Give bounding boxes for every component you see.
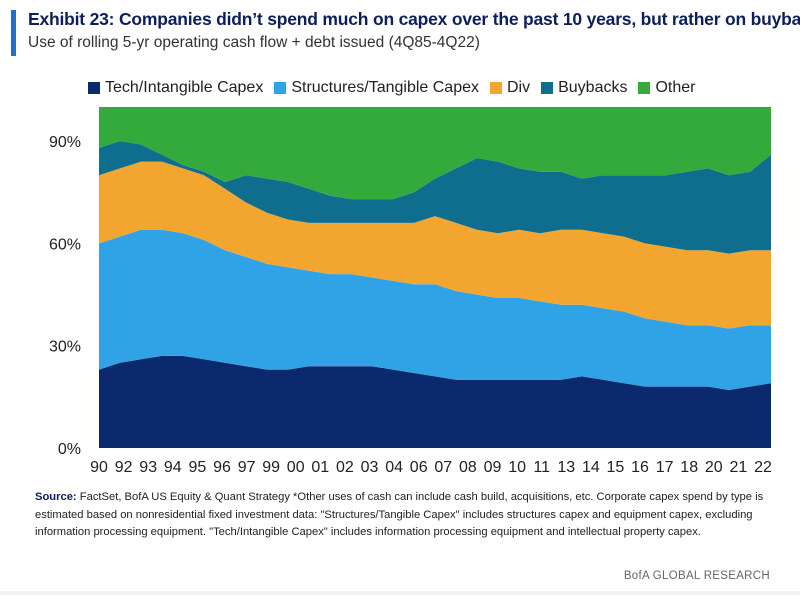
chart-subtitle: Use of rolling 5-yr operating cash flow … (28, 34, 480, 51)
x-tick-label: 17 (656, 459, 674, 476)
legend-label-tech: Tech/Intangible Capex (105, 79, 264, 96)
y-tick-label: 60% (49, 236, 81, 253)
legend-item-div: Div (489, 79, 531, 97)
y-tick-label: 90% (49, 134, 81, 151)
x-tick-label: 03 (361, 459, 379, 476)
x-tick-label: 02 (336, 459, 354, 476)
area-div (99, 161, 771, 329)
y-tick-label: 30% (49, 339, 81, 356)
x-tick-label: 21 (730, 459, 748, 476)
y-tick-label: 0% (58, 441, 81, 458)
legend-label-other: Other (655, 79, 696, 96)
x-tick-label: 08 (459, 459, 477, 476)
source-note: Source: FactSet, BofA US Equity & Quant … (35, 489, 770, 542)
area-other (99, 107, 771, 200)
x-tick-label: 07 (434, 459, 452, 476)
x-tick-label: 96 (213, 459, 231, 476)
legend-item-tech: Tech/Intangible Capex (88, 79, 263, 97)
x-tick-label: 95 (189, 459, 207, 476)
x-tick-label: 14 (582, 459, 600, 476)
x-tick-label: 16 (631, 459, 649, 476)
x-tick-label: 04 (385, 459, 403, 476)
legend-swatch-other (638, 82, 651, 94)
x-tick-label: 01 (311, 459, 329, 476)
brand-footer: BofA GLOBAL RESEARCH (623, 570, 770, 582)
x-tick-label: 94 (164, 459, 182, 476)
x-tick-label: 20 (705, 459, 723, 476)
stacked-area-chart: 0% 30% 60% 90% 90 92 93 94 95 96 97 99 00 01 02 03 04 06 0… (49, 107, 772, 476)
legend-label-structures: Structures/Tangible Capex (291, 79, 479, 96)
x-tick-label: 18 (680, 459, 698, 476)
x-tick-label: 99 (262, 459, 280, 476)
legend-label-buybacks: Buybacks (558, 79, 628, 96)
source-text: FactSet, BofA US Equity & Quant Strategy… (35, 491, 764, 538)
x-tick-label: 00 (287, 459, 305, 476)
legend-label-div: Div (506, 79, 531, 96)
area-tech (99, 355, 771, 448)
title-accent-bar (11, 10, 16, 56)
x-tick-label: 97 (238, 459, 256, 476)
legend-swatch-tech (88, 82, 100, 94)
chart-legend: Tech/Intangible Capex Structures/Tangibl… (88, 79, 706, 97)
x-tick-label: 06 (410, 459, 428, 476)
legend-item-buybacks: Buybacks (541, 79, 627, 97)
x-tick-label: 09 (484, 459, 502, 476)
bottom-rule (0, 591, 800, 595)
legend-swatch-buybacks (541, 82, 554, 94)
legend-item-structures: Structures/Tangible Capex (274, 79, 479, 97)
x-tick-label: 92 (115, 459, 133, 476)
x-tick-label: 90 (90, 459, 108, 476)
x-tick-label: 93 (139, 459, 157, 476)
x-tick-label: 13 (557, 459, 575, 476)
x-tick-label: 11 (533, 459, 550, 476)
legend-swatch-structures (274, 82, 287, 94)
x-tick-label: 10 (508, 459, 526, 476)
area-buybacks (99, 141, 771, 254)
chart-title: Exhibit 23: Companies didn’t spend much … (28, 9, 800, 29)
source-label: Source: (35, 491, 77, 503)
x-tick-label: 15 (607, 459, 625, 476)
legend-swatch-div (489, 82, 502, 94)
area-structures (99, 229, 771, 390)
x-tick-label: 22 (754, 459, 772, 476)
legend-item-other: Other (638, 79, 695, 97)
